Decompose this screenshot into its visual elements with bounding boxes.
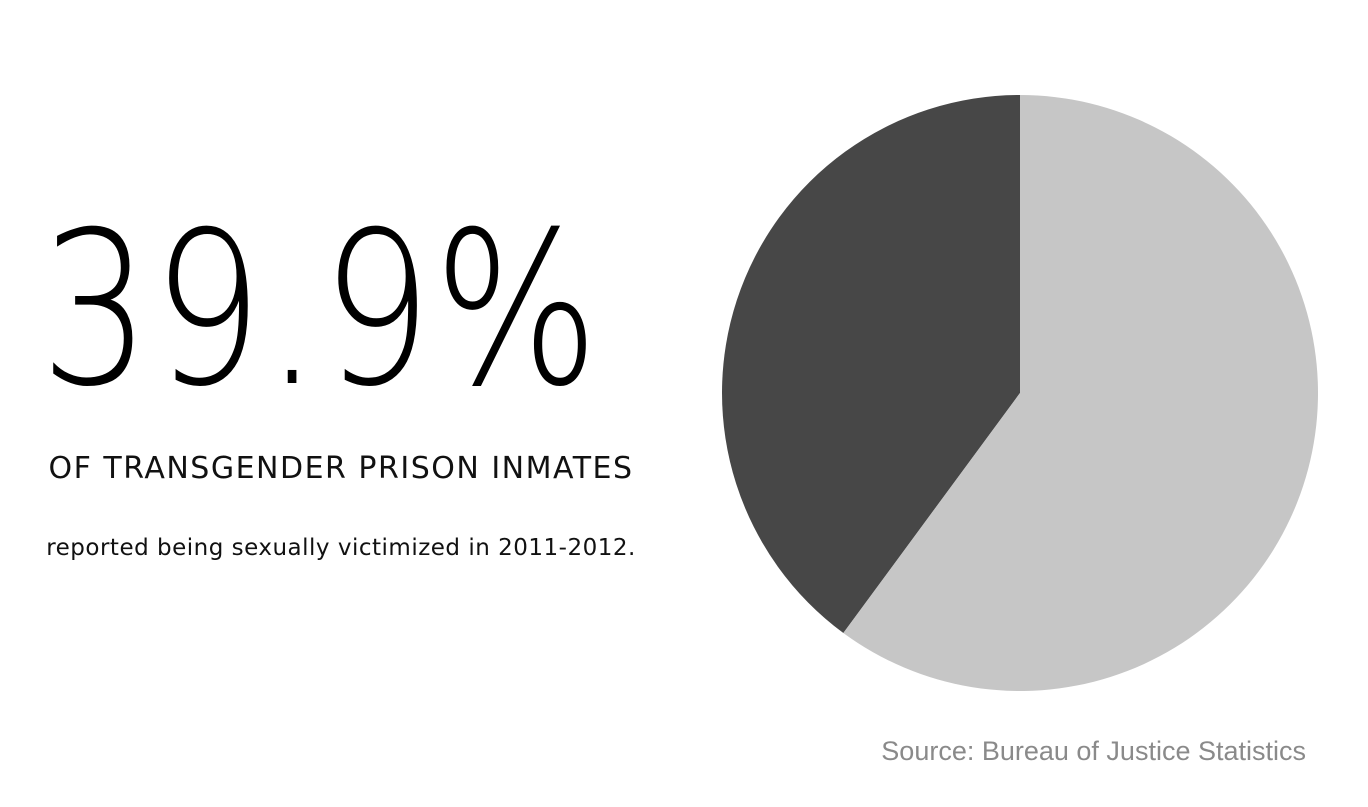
pie-chart bbox=[710, 85, 1330, 705]
pie-slice-0 bbox=[722, 95, 1020, 633]
headline-stat: 39.9% bbox=[40, 186, 601, 433]
source-credit: Source: Bureau of Justice Statistics bbox=[881, 736, 1306, 766]
headline-subhead: OF TRANSGENDER PRISON INMATES bbox=[48, 451, 634, 486]
pie-slice-1 bbox=[843, 95, 1319, 691]
headline-caption: reported being sexually victimized in 20… bbox=[46, 535, 636, 561]
stat-block: 39.9% OF TRANSGENDER PRISON INMATES repo… bbox=[40, 186, 636, 562]
pie-chart-svg bbox=[722, 95, 1319, 691]
